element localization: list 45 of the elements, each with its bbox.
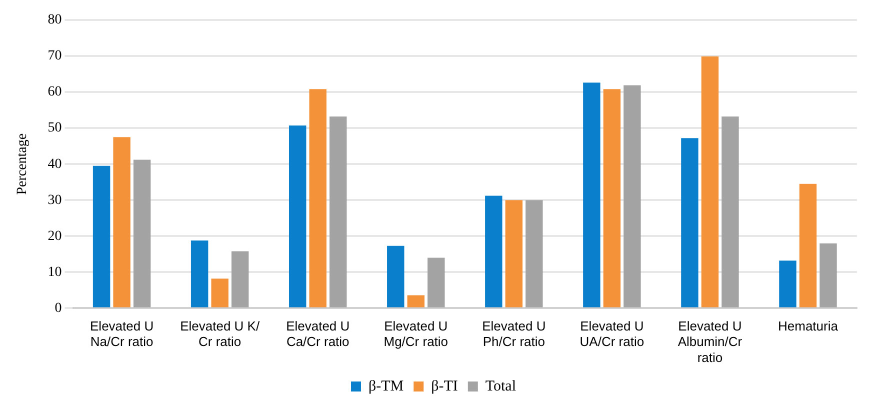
x-tick-label: Elevated U Na/Cr ratio [90, 318, 154, 350]
bar [624, 85, 641, 308]
y-tick-label: 40 [48, 156, 62, 172]
bar [387, 246, 404, 308]
y-tick-label: 20 [48, 228, 62, 244]
bar [92, 166, 110, 308]
legend-label: β-TI [431, 378, 458, 394]
bar [309, 89, 326, 308]
bar [603, 89, 621, 308]
x-tick-label: Elevated U Ca/Cr ratio [286, 318, 350, 350]
bar [722, 116, 739, 308]
y-axis-title: Percentage [15, 133, 30, 195]
bar [113, 137, 130, 308]
x-tick-label: Elevated U UA/Cr ratio [580, 318, 644, 350]
bar [505, 200, 523, 308]
y-tick-label: 10 [48, 264, 62, 280]
bar [288, 126, 306, 308]
bar [799, 184, 817, 308]
bar [820, 243, 837, 308]
bar [701, 56, 719, 308]
bar [526, 200, 543, 308]
bar [211, 278, 228, 308]
bar [485, 196, 502, 308]
bar [407, 295, 424, 308]
bar [428, 258, 445, 308]
y-tick-label: 50 [48, 120, 62, 136]
bar [779, 260, 796, 308]
legend-label: Total [485, 378, 516, 394]
bar [190, 240, 208, 308]
legend-label: β-TM [368, 378, 404, 394]
y-tick-label: 80 [48, 12, 62, 28]
bar [330, 116, 347, 308]
x-tick-label: Elevated U Ph/Cr ratio [482, 318, 546, 350]
x-tick-label: Hematuria [778, 318, 839, 334]
bar [231, 251, 249, 308]
x-tick-label: Elevated U Mg/Cr ratio [384, 318, 448, 350]
y-tick-label: 0 [54, 300, 62, 316]
bar [133, 160, 151, 308]
y-tick-label: 30 [48, 192, 62, 208]
bar [681, 138, 698, 308]
bar [583, 82, 600, 308]
x-tick-label: Elevated U K/ Cr ratio [180, 318, 260, 350]
y-tick-label: 60 [48, 84, 62, 100]
y-tick-label: 70 [48, 48, 62, 64]
x-tick-label: Elevated U Albumin/Cr ratio [678, 318, 743, 365]
